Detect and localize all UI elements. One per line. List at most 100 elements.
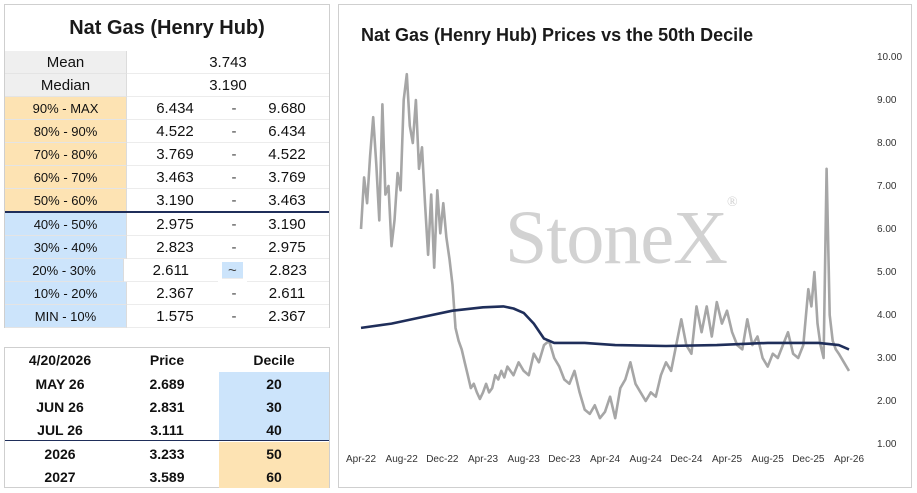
decile-range-label: MIN - 10% — [5, 305, 127, 328]
decile-separator: - — [223, 143, 245, 166]
x-tick-label: Aug-23 — [508, 454, 541, 465]
decile-low: 2.823 — [127, 236, 223, 259]
decile-row: 20% - 30% 2.611 ~ 2.823 — [5, 259, 329, 282]
decile-row: 10% - 20% 2.367 - 2.611 — [5, 282, 329, 305]
price-series-line — [359, 72, 851, 420]
decile-table: Nat Gas (Henry Hub) Mean 3.743 Median 3.… — [4, 4, 330, 328]
decile-separator: - — [223, 97, 245, 120]
y-tick-label: 3.00 — [877, 353, 897, 364]
mean-row: Mean 3.743 — [5, 51, 329, 74]
decile-high: 6.434 — [245, 120, 329, 143]
decile-separator: - — [223, 189, 245, 212]
decile-low: 3.463 — [127, 166, 223, 189]
y-tick-label: 1.00 — [877, 439, 897, 450]
contract-name: 2026 — [44, 445, 76, 462]
y-tick-label: 2.00 — [877, 396, 897, 407]
decile-low: 6.434 — [127, 97, 223, 120]
decile-series-line — [360, 305, 850, 351]
header-decile: Decile — [253, 351, 295, 368]
decile-row: 80% - 90% 4.522 - 6.434 — [5, 120, 329, 143]
y-tick-label: 10.00 — [877, 52, 902, 63]
decile-row: 30% - 40% 2.823 - 2.975 — [5, 236, 329, 259]
x-tick-label: Aug-22 — [386, 454, 419, 465]
y-tick-label: 5.00 — [877, 267, 897, 278]
median-value: 3.190 — [127, 74, 329, 97]
decile-row: 70% - 80% 3.769 - 4.522 — [5, 143, 329, 166]
x-tick-label: Apr-25 — [712, 454, 742, 465]
price-row: 2026 3.233 50 — [5, 442, 329, 465]
decile-high: 3.463 — [245, 189, 329, 212]
y-tick-label: 9.00 — [877, 95, 897, 106]
decile-range-label: 20% - 30% — [5, 259, 124, 282]
decile-separator: - — [223, 166, 245, 189]
x-tick-label: Dec-23 — [548, 454, 581, 465]
current-decile-marker: ~ — [221, 262, 244, 279]
decile-range-label: 30% - 40% — [5, 236, 127, 259]
x-tick-label: Apr-26 — [834, 454, 864, 465]
contract-decile: 30 — [219, 395, 329, 418]
decile-high: 2.823 — [247, 259, 329, 282]
decile-low: 3.190 — [127, 189, 223, 212]
price-row: JUN 26 2.831 30 — [5, 395, 329, 418]
chart-title: Nat Gas (Henry Hub) Prices vs the 50th D… — [361, 25, 754, 45]
watermark-text: StoneX — [505, 196, 728, 280]
decile-row: 60% - 70% 3.463 - 3.769 — [5, 166, 329, 189]
decile-range-label: 60% - 70% — [5, 166, 127, 189]
contract-decile: 50 — [219, 442, 329, 465]
decile-low: 2.367 — [127, 282, 223, 305]
decile-range-label: 90% - MAX — [5, 97, 127, 120]
x-tick-label: Dec-24 — [670, 454, 703, 465]
contract-name: 2027 — [44, 468, 76, 485]
contract-price: 2.689 — [149, 375, 185, 392]
y-tick-label: 6.00 — [877, 224, 897, 235]
decile-range-label: 10% - 20% — [5, 282, 127, 305]
contract-name: MAY 26 — [35, 375, 85, 392]
decile-range-label: 70% - 80% — [5, 143, 127, 166]
contract-price: 2.831 — [149, 398, 185, 415]
decile-separator: - — [223, 120, 245, 143]
mean-label: Mean — [5, 51, 127, 74]
decile-high: 2.367 — [245, 305, 329, 328]
decile-high: 3.769 — [245, 166, 329, 189]
contract-price: 3.589 — [149, 468, 185, 485]
x-tick-label: Dec-22 — [426, 454, 459, 465]
price-chart: StoneX® 10.00 9.00 8.00 7.00 6.00 5.00 4.00 3.0… — [338, 4, 912, 488]
contract-decile: 40 — [219, 418, 329, 441]
x-tick-label: Dec-25 — [792, 454, 825, 465]
decile-low: 3.769 — [127, 143, 223, 166]
chart-plot-area: 10.00 9.00 8.00 7.00 6.00 5.00 4.00 3.00 2.00 1.0… — [346, 52, 902, 465]
decile-row: MIN - 10% 1.575 - 2.367 — [5, 305, 329, 328]
y-tick-label: 4.00 — [877, 310, 897, 321]
decile-separator: - — [223, 305, 245, 328]
x-tick-label: Apr-24 — [590, 454, 620, 465]
decile-range-label: 80% - 90% — [5, 120, 127, 143]
price-table-header: 4/20/2026 Price Decile — [5, 348, 329, 371]
x-tick-label: Aug-25 — [752, 454, 785, 465]
header-price: Price — [149, 351, 185, 368]
decile-separator: - — [223, 282, 245, 305]
decile-row: 50% - 60% 3.190 - 3.463 — [5, 189, 329, 212]
decile-high: 2.611 — [245, 282, 329, 305]
y-tick-label: 8.00 — [877, 138, 897, 149]
contract-price: 3.233 — [149, 445, 185, 462]
decile-separator: - — [223, 236, 245, 259]
decile-high: 3.190 — [245, 213, 329, 236]
price-row: 2027 3.589 60 — [5, 465, 329, 488]
decile-high: 2.975 — [245, 236, 329, 259]
price-table: 4/20/2026 Price Decile MAY 26 2.689 20 J… — [4, 347, 330, 488]
decile-range-label: 50% - 60% — [5, 189, 127, 212]
median-divider — [5, 211, 329, 213]
decile-separator: - — [223, 213, 245, 236]
price-row: JUL 26 3.111 40 — [5, 418, 329, 441]
x-tick-label: Aug-24 — [630, 454, 663, 465]
contract-decile: 60 — [219, 465, 329, 488]
decile-low: 2.975 — [127, 213, 223, 236]
decile-row: 90% - MAX 6.434 - 9.680 — [5, 97, 329, 120]
header-date: 4/20/2026 — [28, 351, 92, 368]
contract-decile: 20 — [219, 372, 329, 395]
decile-high: 4.522 — [245, 143, 329, 166]
registered-mark: ® — [727, 195, 738, 210]
decile-table-title: Nat Gas (Henry Hub) — [69, 16, 265, 39]
median-label: Median — [5, 74, 127, 97]
decile-range-label: 40% - 50% — [5, 213, 127, 236]
